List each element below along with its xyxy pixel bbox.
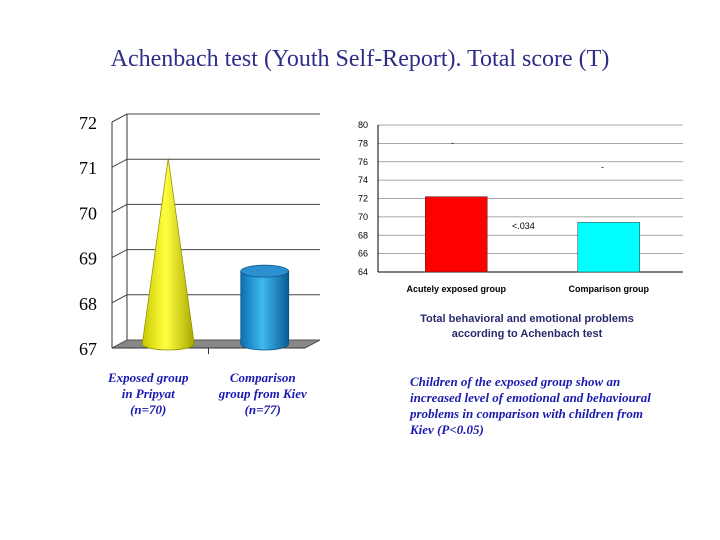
left-chart-y-tick-labels: 67 68 69 70 71 72 bbox=[79, 113, 97, 359]
right-chart-title-line: Total behavioral and emotional problems bbox=[420, 313, 634, 325]
left-chart-y-tick: 70 bbox=[79, 203, 97, 223]
left-chart-category-line: (n=70) bbox=[130, 402, 166, 417]
right-chart-y-tick: 80 bbox=[358, 120, 368, 130]
left-chart-category-line: (n=77) bbox=[245, 402, 281, 417]
left-chart-y-tick: 67 bbox=[79, 339, 97, 359]
right-chart-bar bbox=[425, 196, 488, 273]
left-chart-bar-exposed bbox=[141, 158, 195, 351]
right-chart-y-tick: 78 bbox=[358, 138, 368, 148]
left-chart-cylinder-body bbox=[240, 270, 290, 351]
right-chart-category-labels: Acutely exposed group Comparison group bbox=[406, 284, 649, 294]
right-chart-category-label: Acutely exposed group bbox=[406, 284, 506, 294]
conclusion-text: Children of the exposed group show an in… bbox=[410, 374, 651, 437]
right-chart-y-tick: 68 bbox=[358, 230, 368, 240]
left-chart-y-tick: 69 bbox=[79, 249, 97, 269]
left-chart-y-tick: 68 bbox=[79, 294, 97, 314]
right-chart-bars bbox=[425, 196, 640, 273]
right-chart-title: Total behavioral and emotional problems a… bbox=[420, 313, 634, 340]
left-chart-category-line: Exposed group bbox=[107, 370, 189, 385]
left-chart-cone bbox=[141, 158, 195, 351]
left-chart-category-labels: Exposed group in Pripyat (n=70) Comparison g… bbox=[107, 370, 307, 417]
left-chart-category-label: Exposed group in Pripyat (n=70) bbox=[107, 370, 189, 417]
right-chart-y-tick: 74 bbox=[358, 175, 368, 185]
right-chart-err-dash-2: - bbox=[601, 162, 604, 172]
left-chart-bars bbox=[141, 158, 290, 351]
left-chart-cylinder-top bbox=[240, 264, 290, 278]
right-chart-annotation: <.034 bbox=[512, 221, 535, 231]
left-chart-category-line: group from Kiev bbox=[218, 386, 307, 401]
left-chart-y-tick: 72 bbox=[79, 113, 97, 133]
right-chart-y-tick: 76 bbox=[358, 157, 368, 167]
right-chart-err-dash-1: - bbox=[451, 138, 454, 148]
right-chart-y-tick: 70 bbox=[358, 212, 368, 222]
left-chart-category-line: Comparison bbox=[230, 370, 296, 385]
right-chart-bar bbox=[577, 222, 640, 273]
left-chart-category-line: in Pripyat bbox=[122, 386, 175, 401]
left-chart-category-label: Comparison group from Kiev (n=77) bbox=[218, 370, 307, 417]
right-chart-category-label: Comparison group bbox=[569, 284, 650, 294]
left-chart-bar-comparison bbox=[240, 264, 290, 351]
right-chart-y-tick: 66 bbox=[358, 249, 368, 259]
right-chart-y-tick-labels: 64 66 68 70 72 74 76 78 80 bbox=[358, 120, 368, 277]
right-chart-y-tick: 64 bbox=[358, 267, 368, 277]
right-chart-y-tick: 72 bbox=[358, 194, 368, 204]
slide-title: Achenbach test (Youth Self-Report). Tota… bbox=[110, 46, 610, 72]
right-chart-title-line: according to Achenbach test bbox=[452, 328, 603, 340]
left-chart-y-tick: 71 bbox=[79, 158, 97, 178]
